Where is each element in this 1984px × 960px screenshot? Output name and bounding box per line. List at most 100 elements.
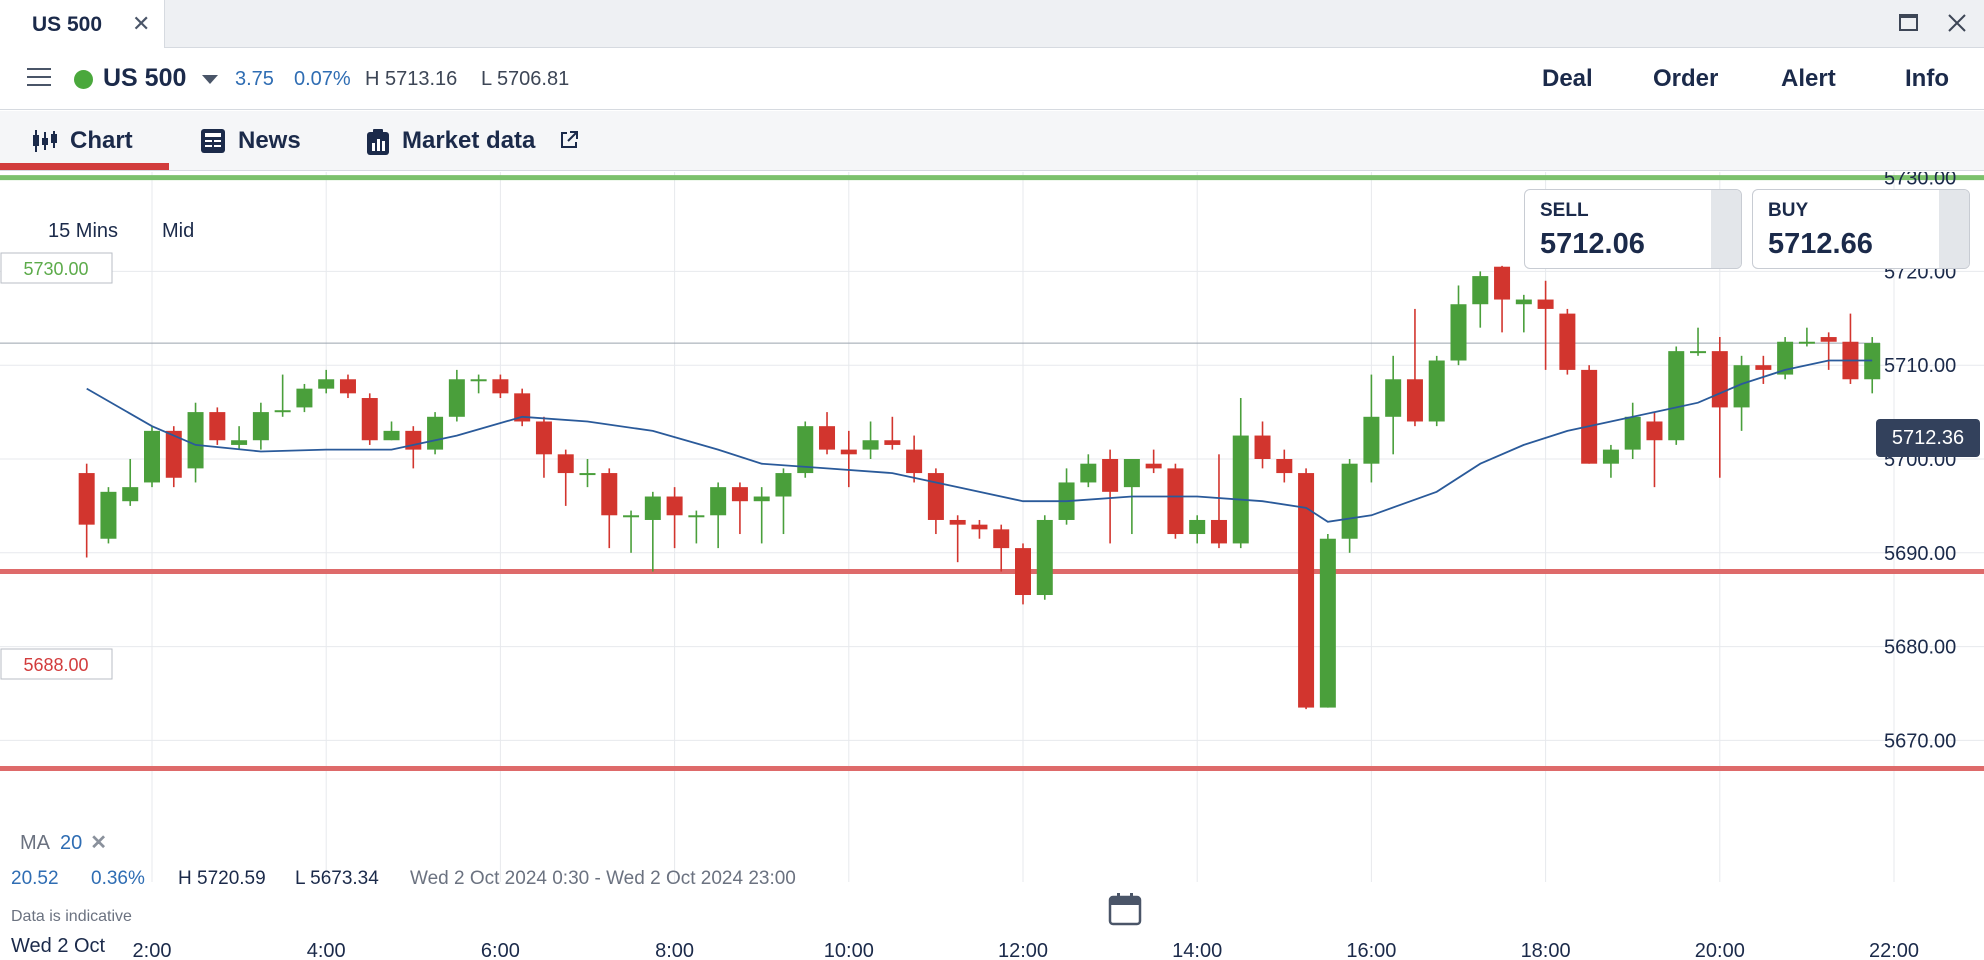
candle-body <box>318 379 335 389</box>
candle-body <box>1102 459 1119 492</box>
candle <box>1711 337 1728 478</box>
candle <box>862 421 879 459</box>
candle-body <box>710 487 727 516</box>
candle-body <box>448 379 465 417</box>
sell-price: 5712.06 <box>1540 228 1645 260</box>
hamburger-menu-icon[interactable] <box>27 68 51 88</box>
candle <box>492 374 509 399</box>
x-tick-label: 6:00 <box>481 940 520 960</box>
candle <box>1080 454 1097 488</box>
candle <box>1798 327 1815 347</box>
newspaper-icon <box>200 128 226 161</box>
candle-body <box>1036 519 1053 596</box>
candle-body <box>122 487 139 502</box>
candle-body <box>1581 369 1598 464</box>
ma-period[interactable]: 20 <box>60 832 83 854</box>
candle <box>1820 332 1837 370</box>
candle <box>1319 534 1336 708</box>
chart-area[interactable]: 5670.00 5680.00 5690.00 5700.00 5710.00 5720.… <box>0 172 1984 960</box>
alert-button[interactable]: Alert <box>1781 65 1836 92</box>
candle-body <box>1494 266 1511 300</box>
candle <box>1494 265 1511 333</box>
x-tick-label: 10:00 <box>824 940 874 960</box>
candle-body <box>557 454 574 474</box>
buy-ticket[interactable]: BUY 5712.66 <box>1752 189 1970 269</box>
candle-body <box>1537 299 1554 309</box>
candle-body <box>579 473 596 476</box>
tab-market-data[interactable]: Market data <box>366 125 586 159</box>
candle-body <box>840 449 857 455</box>
candle-body <box>1232 435 1249 544</box>
candle-body <box>731 487 748 502</box>
x-tick-label: 16:00 <box>1346 940 1396 960</box>
candle <box>1733 355 1750 431</box>
candle-body <box>797 426 814 474</box>
instrument-name[interactable]: US 500 <box>103 64 187 92</box>
window-tab-us500[interactable]: US 500 ✕ <box>0 0 165 49</box>
x-tick-label: 22:00 <box>1869 940 1919 960</box>
candle-body <box>1298 473 1315 708</box>
x-tick-label: 4:00 <box>307 940 346 960</box>
price-type-selector[interactable]: Mid <box>162 220 195 242</box>
candle <box>775 468 792 535</box>
remove-ma-icon[interactable]: ✕ <box>90 832 108 854</box>
candle <box>884 416 901 450</box>
candle-body <box>862 440 879 450</box>
candle <box>1842 313 1859 384</box>
tab-news[interactable]: News <box>200 125 310 159</box>
candle-body <box>1733 365 1750 408</box>
tab-chart[interactable]: Chart <box>32 125 142 159</box>
candle <box>1755 355 1772 384</box>
maximize-icon[interactable] <box>1898 12 1920 39</box>
candle <box>535 416 552 478</box>
window-close-icon[interactable] <box>1946 12 1968 39</box>
tab-close-icon[interactable]: ✕ <box>132 11 151 36</box>
candle-body <box>1755 365 1772 370</box>
order-button[interactable]: Order <box>1653 65 1719 92</box>
candle <box>1646 412 1663 488</box>
candle-body <box>1189 519 1206 535</box>
candle <box>1363 374 1380 483</box>
candle-body <box>1210 519 1227 544</box>
candle <box>797 421 814 478</box>
x-tick-label: 18:00 <box>1521 940 1571 960</box>
candle-body <box>1428 360 1445 422</box>
candle <box>1450 285 1467 366</box>
candle-body <box>1559 313 1576 370</box>
candle <box>927 468 944 535</box>
candle <box>819 412 836 455</box>
candle <box>1341 459 1358 553</box>
buy-price: 5712.66 <box>1768 228 1873 260</box>
view-tabs: Chart News Market data <box>0 111 1984 171</box>
candle-body <box>1798 341 1815 344</box>
candle-body <box>688 515 705 518</box>
instrument-dropdown-chevron-icon[interactable] <box>202 75 218 84</box>
candle <box>1624 402 1641 459</box>
info-button[interactable]: Info <box>1905 65 1949 92</box>
sell-ticket[interactable]: SELL 5712.06 <box>1524 189 1742 269</box>
price-chart[interactable]: 5670.005680.005690.005700.005710.005720.… <box>0 172 1984 960</box>
market-open-status-icon <box>74 70 93 89</box>
interval-selector[interactable]: 15 Mins <box>48 220 119 242</box>
lower-level-label[interactable]: 5688.00 <box>0 648 113 680</box>
candle-body <box>775 473 792 497</box>
candle <box>1298 468 1315 710</box>
price-change: 3.75 <box>235 68 274 90</box>
tab-market-data-label: Market data <box>402 127 536 154</box>
upper-level-label[interactable]: 5730.00 <box>0 252 113 284</box>
x-tick-label: 20:00 <box>1695 940 1745 960</box>
candle-body <box>1711 351 1728 408</box>
calendar-icon[interactable] <box>1108 892 1142 931</box>
candle-body <box>1385 379 1402 417</box>
current-price-marker: 5712.36 <box>1876 419 1980 457</box>
active-tab-indicator <box>0 163 169 170</box>
ma-indicator-legend: MA 20 ✕ <box>20 830 107 855</box>
candle-body <box>949 519 966 525</box>
candle-body <box>1145 463 1162 469</box>
deal-button[interactable]: Deal <box>1542 65 1593 92</box>
candle-body <box>1167 468 1184 535</box>
candle-body <box>514 393 531 422</box>
candle-body <box>1690 351 1707 354</box>
candle-body <box>1406 379 1423 422</box>
candle <box>361 393 378 445</box>
